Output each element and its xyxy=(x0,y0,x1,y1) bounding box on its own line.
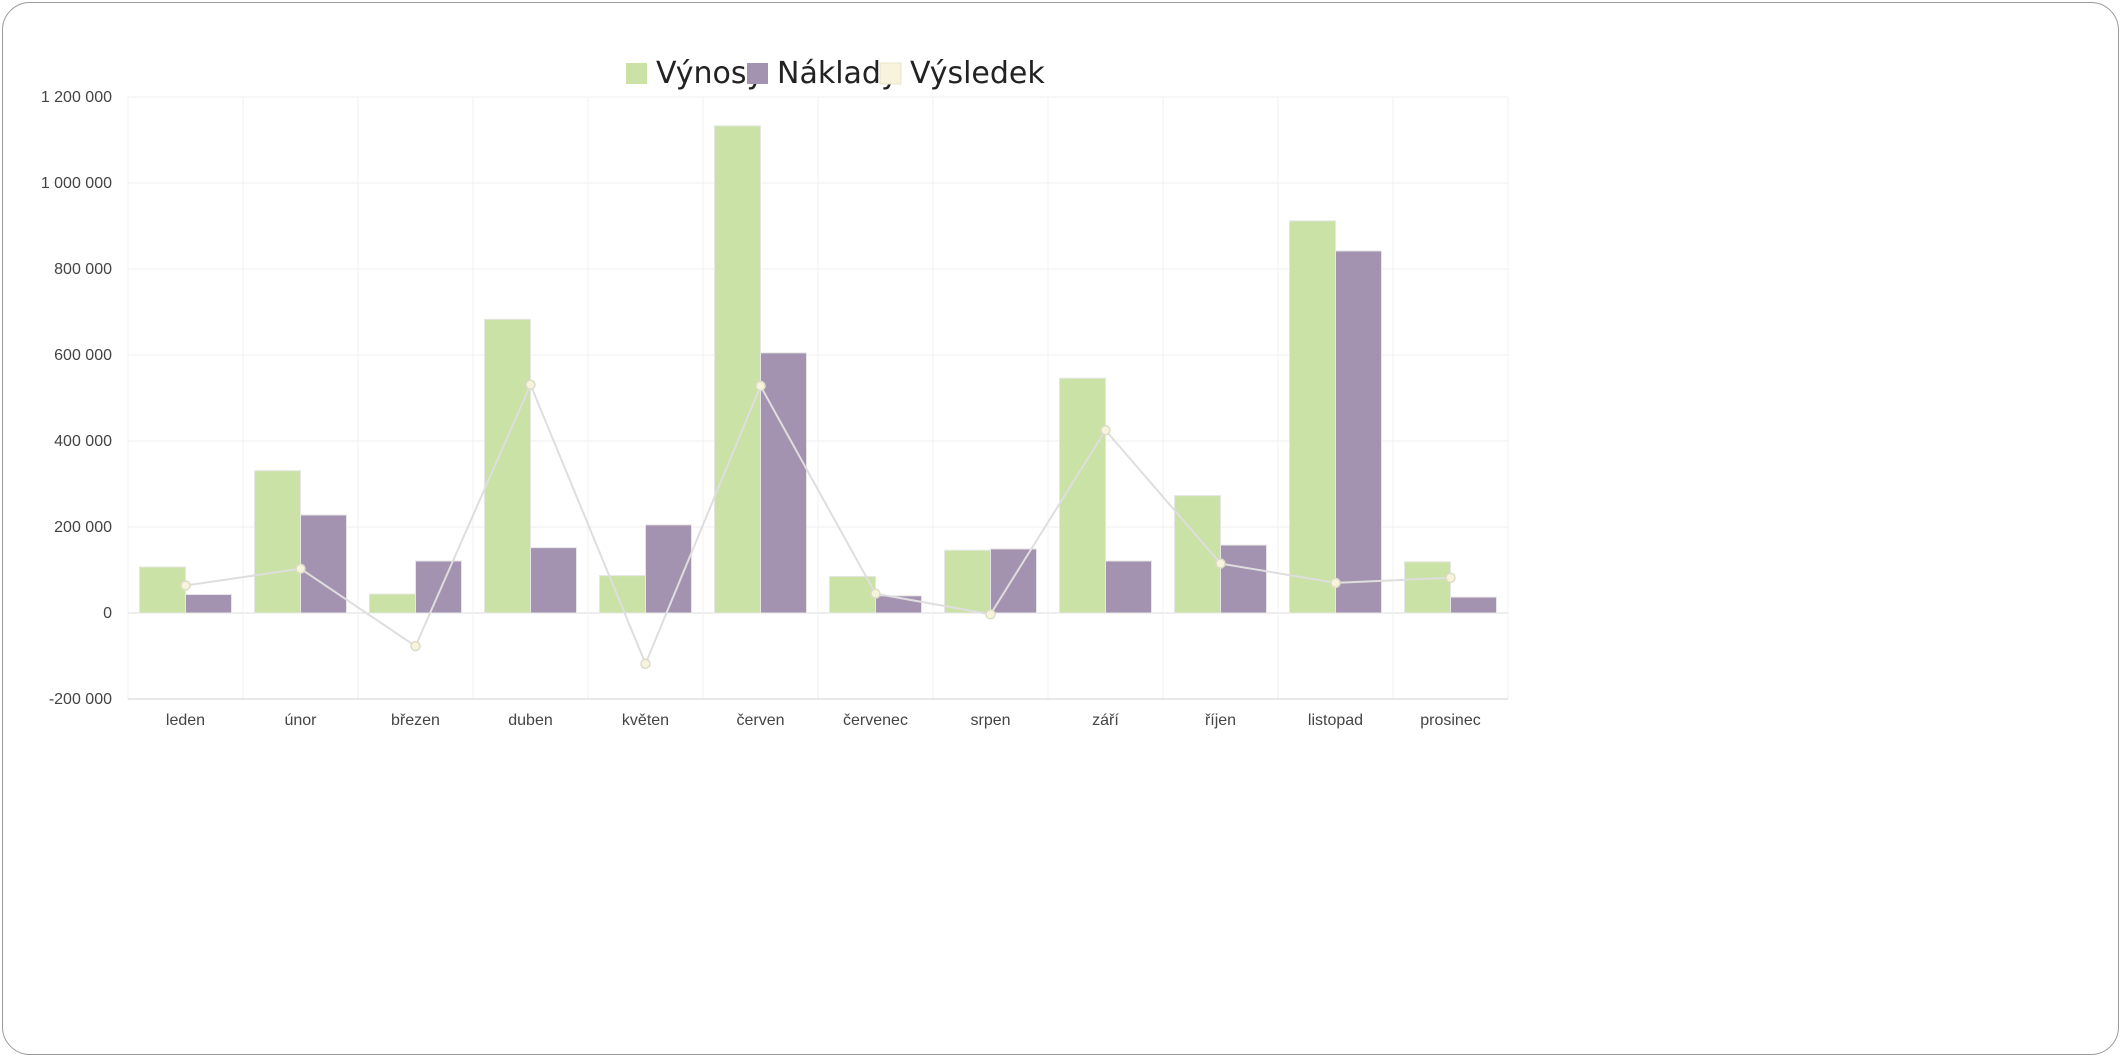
bar-vynosy-prosinec[interactable] xyxy=(1404,561,1451,614)
bar-vynosy-brezen[interactable] xyxy=(369,593,416,614)
y-tick-label: 1 200 000 xyxy=(41,89,112,106)
y-tick-label: 0 xyxy=(103,605,112,622)
bar-vynosy-listopad[interactable] xyxy=(1289,220,1336,614)
point-vysledek-srpen[interactable] xyxy=(985,609,996,620)
x-axis-tick-labels: leden únor březen duben květen červen červenec… xyxy=(166,712,1481,729)
x-tick-label-prosinec: prosinec xyxy=(1420,712,1480,729)
point-vysledek-cervenec[interactable] xyxy=(870,588,881,599)
bar-naklady-zari[interactable] xyxy=(1105,560,1152,614)
grid-lines xyxy=(127,96,1509,700)
point-vysledek-cerven[interactable] xyxy=(755,380,766,392)
bar-naklady-prosinec[interactable] xyxy=(1450,596,1497,614)
point-vysledek-kveten[interactable] xyxy=(640,658,651,669)
point-vysledek-rijen[interactable] xyxy=(1215,558,1226,569)
bar-naklady-unor[interactable] xyxy=(300,514,347,614)
bar-naklady-leden[interactable] xyxy=(185,594,232,614)
bar-vynosy-srpen[interactable] xyxy=(944,549,991,614)
x-tick-label-srpen: srpen xyxy=(970,712,1010,729)
x-tick-label-listopad: listopad xyxy=(1308,712,1363,729)
bar-vynosy-duben[interactable] xyxy=(484,318,531,614)
legend-swatch-vynosy[interactable] xyxy=(626,63,647,84)
x-tick-label-cervenec: červenec xyxy=(843,712,908,729)
bar-naklady-duben[interactable] xyxy=(530,547,577,614)
y-tick-label: 800 000 xyxy=(54,261,112,278)
legend-swatch-naklady[interactable] xyxy=(747,63,768,84)
x-tick-label-brezen: březen xyxy=(391,712,440,729)
y-tick-label: 1 000 000 xyxy=(41,175,112,192)
y-tick-label: 600 000 xyxy=(54,347,112,364)
x-tick-label-unor: únor xyxy=(284,712,317,729)
point-vysledek-brezen[interactable] xyxy=(410,640,421,652)
result-line[interactable] xyxy=(180,379,1456,669)
bar-naklady-rijen[interactable] xyxy=(1220,544,1267,614)
legend-swatch-vysledek[interactable] xyxy=(879,62,902,85)
x-tick-label-zari: září xyxy=(1092,712,1119,729)
bar-naklady-brezen[interactable] xyxy=(415,560,462,614)
x-tick-label-duben: duben xyxy=(508,712,553,729)
y-tick-label: 200 000 xyxy=(54,519,112,536)
legend[interactable]: Výnosy Náklady Výsledek xyxy=(626,56,1045,91)
bar-vynosy-leden[interactable] xyxy=(139,566,186,614)
point-vysledek-leden[interactable] xyxy=(180,580,191,591)
x-tick-label-cerven: červen xyxy=(736,712,784,729)
legend-label-vysledek[interactable]: Výsledek xyxy=(910,56,1045,91)
point-vysledek-prosinec[interactable] xyxy=(1445,572,1456,583)
y-tick-label: -200 000 xyxy=(49,691,112,708)
bar-vynosy-cervenec[interactable] xyxy=(829,575,876,614)
point-vysledek-duben[interactable] xyxy=(525,379,536,390)
x-tick-label-kveten: květen xyxy=(622,712,669,729)
legend-label-naklady[interactable]: Náklady xyxy=(777,56,899,91)
bar-vynosy-zari[interactable] xyxy=(1059,377,1106,614)
x-tick-label-leden: leden xyxy=(166,712,205,729)
y-axis-tick-labels: 1 200 000 1 000 000 800 000 600 000 400 000 2… xyxy=(41,89,112,708)
point-vysledek-listopad[interactable] xyxy=(1330,577,1341,589)
point-vysledek-zari[interactable] xyxy=(1100,425,1111,436)
bar-vynosy-cerven[interactable] xyxy=(714,125,761,614)
bar-naklady-cerven[interactable] xyxy=(760,352,807,614)
point-vysledek-unor[interactable] xyxy=(295,563,306,574)
bars[interactable] xyxy=(139,125,1497,614)
line-vysledek[interactable] xyxy=(185,382,1451,667)
bar-vynosy-unor[interactable] xyxy=(254,470,301,614)
x-tick-label-rijen: říjen xyxy=(1205,712,1236,729)
legend-label-vynosy[interactable]: Výnosy xyxy=(656,56,764,91)
bar-naklady-listopad[interactable] xyxy=(1335,250,1382,614)
y-tick-label: 400 000 xyxy=(54,433,112,450)
